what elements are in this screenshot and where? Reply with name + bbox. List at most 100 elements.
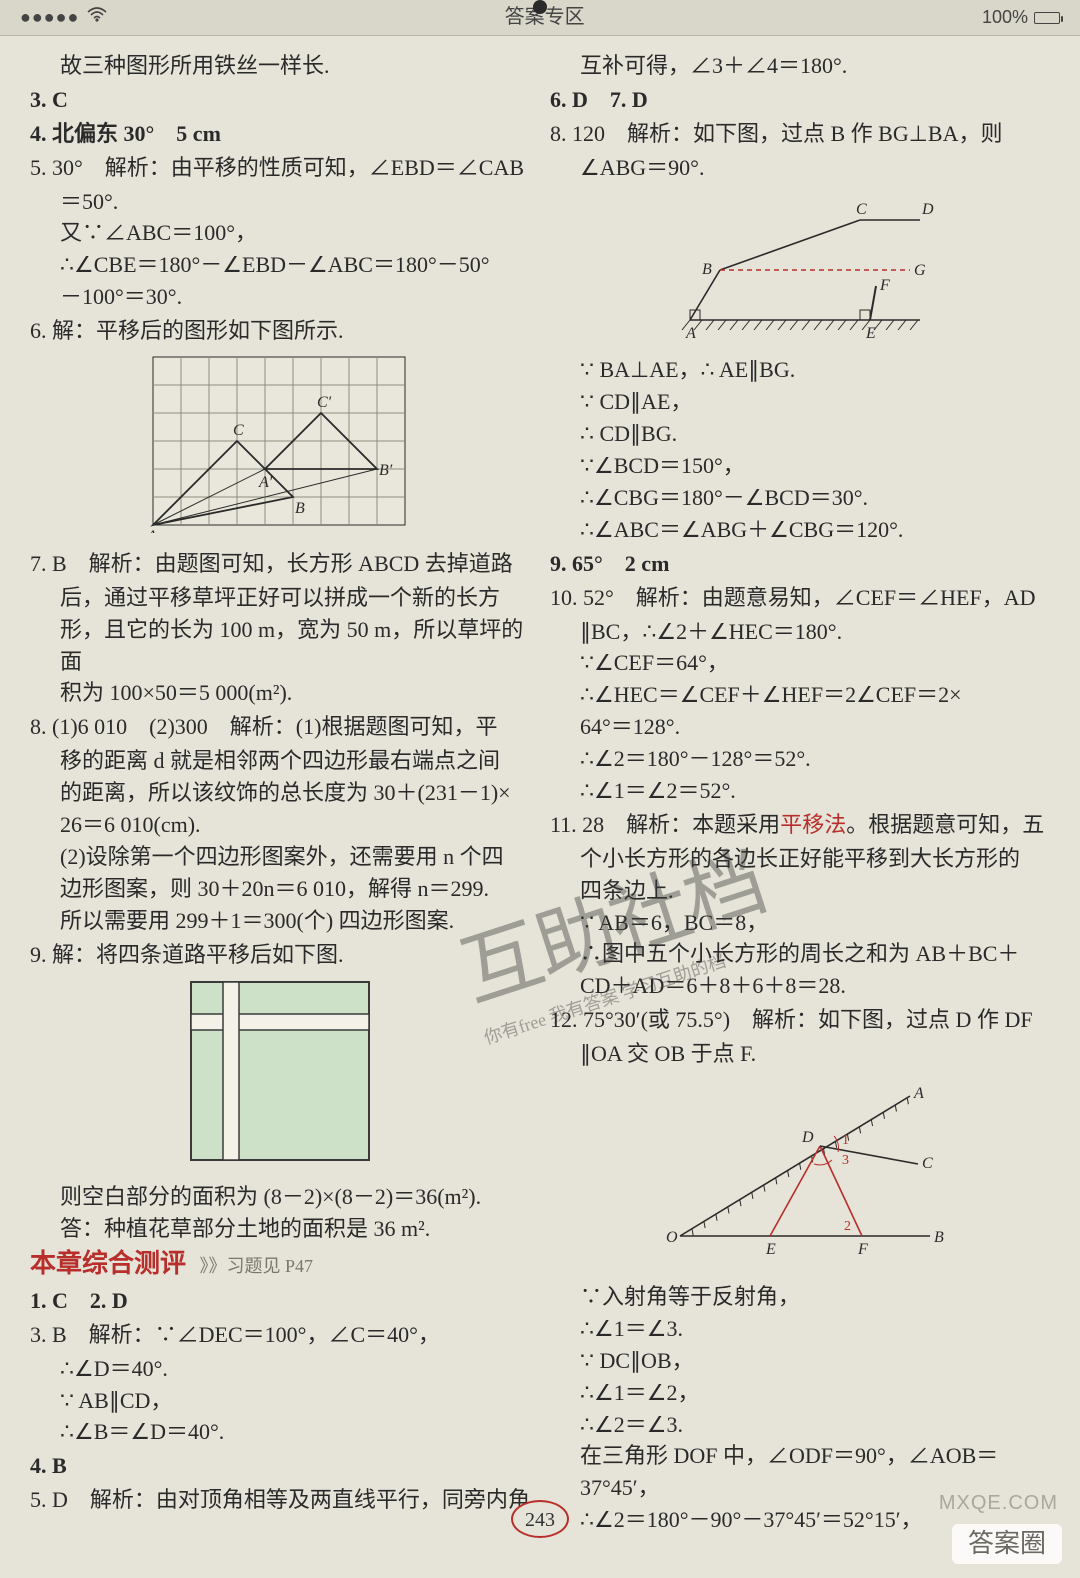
battery-percent: 100% xyxy=(982,4,1028,30)
svg-text:B: B xyxy=(702,261,712,278)
l-q5a: 5. 30° 解析：由平移的性质可知，∠EBD＝∠CAB xyxy=(30,152,530,184)
l-q8e: (2)设除第一个四边形图案外，还需要用 n 个四 xyxy=(30,841,530,873)
figure-8: A E B G C D F xyxy=(550,190,1050,349)
svg-text:C: C xyxy=(233,422,244,439)
l-q5d: ∴∠CBE＝180°－∠EBD－∠ABC＝180°－50° xyxy=(30,249,530,281)
r-8b: ∠ABG＝90°. xyxy=(550,152,1050,184)
svg-text:D: D xyxy=(921,201,934,218)
badge-watermark: 答案圈 xyxy=(952,1524,1062,1564)
right-column: 互补可得，∠3＋∠4＝180°. 6. D 7. D 8. 120 解析：如下图… xyxy=(550,50,1050,1536)
r-8c: ∵ BA⊥AE，∴ AE∥BG. xyxy=(550,354,1050,386)
page-number: 243 xyxy=(0,1500,1080,1538)
section-subtitle: 》》习题见 P47 xyxy=(200,1256,314,1276)
figure-12: 132OBADCEF xyxy=(550,1076,1050,1275)
svg-text:C′: C′ xyxy=(317,394,332,411)
figure-9 xyxy=(30,976,530,1175)
l-q9b: 则空白部分的面积为 (8－2)×(8－2)＝36(m²). xyxy=(30,1181,530,1213)
svg-text:A: A xyxy=(685,325,696,340)
svg-text:F: F xyxy=(879,277,890,294)
r-10c: ∵∠CEF＝64°， xyxy=(550,647,1050,679)
wifi-icon xyxy=(87,3,107,32)
l-q7c: 形，且它的长为 100 m，宽为 50 m，所以草坪的面 xyxy=(30,614,530,678)
r-11c: 四条边上. xyxy=(550,875,1050,907)
l-q9a: 9. 解：将四条道路平移后如下图. xyxy=(30,939,530,971)
r-10b: ∥BC，∴∠2＋∠HEC＝180°. xyxy=(550,616,1050,648)
l-q5c: 又∵∠ABC＝100°， xyxy=(30,217,530,249)
l-q8f: 边形图案，则 30＋20n＝6 010，解得 n＝299. xyxy=(30,873,530,905)
section-title: 本章综合测评 xyxy=(30,1249,186,1278)
l-q9c: 答：种植花草部分土地的面积是 36 m². xyxy=(30,1213,530,1245)
l-c3b: ∴∠D＝40°. xyxy=(30,1353,530,1385)
page-body: 故三种图形所用铁丝一样长. 3. C 4. 北偏东 30° 5 cm 5. 30… xyxy=(0,36,1080,1546)
r-5b: 互补可得，∠3＋∠4＝180°. xyxy=(550,50,1050,82)
r-10g: ∴∠1＝∠2＝52°. xyxy=(550,775,1050,807)
l-q5e: －100°＝30°. xyxy=(30,281,530,313)
battery-icon xyxy=(1034,12,1060,24)
highlight-term: 平移法 xyxy=(780,812,846,837)
r-9: 9. 65° 2 cm xyxy=(550,548,1050,580)
r-11f: CD＋AD＝6＋8＋6＋8＝28. xyxy=(550,970,1050,1002)
l-q8d: 26＝6 010(cm). xyxy=(30,809,530,841)
r-8f: ∵∠BCD＝150°， xyxy=(550,450,1050,482)
l-c4: 4. B xyxy=(30,1450,530,1482)
r-11d: ∵ AB＝6，BC＝8， xyxy=(550,907,1050,939)
figure-6: A B C A′ B′ C′ xyxy=(30,353,530,542)
svg-text:O: O xyxy=(666,1229,678,1246)
r-10a: 10. 52° 解析：由题意易知，∠CEF＝∠HEF，AD xyxy=(550,582,1050,614)
r-8g: ∴∠CBG＝180°－∠BCD＝30°. xyxy=(550,482,1050,514)
l-q4: 4. 北偏东 30° 5 cm xyxy=(30,118,530,150)
l-q8a: 8. (1)6 010 (2)300 解析：(1)根据题图可知，平 xyxy=(30,711,530,743)
l-c1: 1. C 2. D xyxy=(30,1285,530,1317)
l-pretext: 故三种图形所用铁丝一样长. xyxy=(30,50,530,82)
svg-text:C: C xyxy=(856,201,867,218)
r-8h: ∴∠ABC＝∠ABG＋∠CBG＝120°. xyxy=(550,514,1050,546)
l-c3d: ∴∠B＝∠D＝40°. xyxy=(30,1416,530,1448)
svg-text:G: G xyxy=(914,262,926,279)
r-11e: ∴图中五个小长方形的周长之和为 AB＋BC＋ xyxy=(550,938,1050,970)
left-column: 故三种图形所用铁丝一样长. 3. C 4. 北偏东 30° 5 cm 5. 30… xyxy=(30,50,530,1536)
svg-text:A: A xyxy=(913,1085,924,1102)
svg-text:2: 2 xyxy=(844,1219,851,1234)
r-12g: ∴∠2＝∠3. xyxy=(550,1409,1050,1441)
svg-text:1: 1 xyxy=(842,1133,849,1148)
l-q8c: 的距离，所以该纹饰的总长度为 30＋(231－1)× xyxy=(30,777,530,809)
r-12e: ∵ DC∥OB， xyxy=(550,1345,1050,1377)
svg-text:A′: A′ xyxy=(258,474,273,491)
signal-dots: ●●●●● xyxy=(20,4,79,30)
r-10e: 64°＝128°. xyxy=(550,711,1050,743)
r-12c: ∵入射角等于反射角， xyxy=(550,1281,1050,1313)
l-q7b: 后，通过平移草坪正好可以拼成一个新的长方 xyxy=(30,582,530,614)
l-q5b: ＝50°. xyxy=(30,186,530,218)
svg-text:B: B xyxy=(934,1229,944,1246)
svg-text:E: E xyxy=(865,325,876,340)
r-11a: 11. 28 解析：本题采用平移法。根据题意可知，五 xyxy=(550,809,1050,841)
svg-text:E: E xyxy=(765,1241,776,1258)
r-8e: ∴ CD∥BG. xyxy=(550,418,1050,450)
r-8a: 8. 120 解析：如下图，过点 B 作 BG⊥BA，则 xyxy=(550,118,1050,150)
l-q3: 3. C xyxy=(30,84,530,116)
l-c3a: 3. B 解析：∵∠DEC＝100°，∠C＝40°， xyxy=(30,1319,530,1351)
l-q7d: 积为 100×50＝5 000(m²). xyxy=(30,677,530,709)
r-10d: ∴∠HEC＝∠CEF＋∠HEF＝2∠CEF＝2× xyxy=(550,679,1050,711)
r-11b: 个小长方形的各边长正好能平移到大长方形的 xyxy=(550,843,1050,875)
svg-text:3: 3 xyxy=(842,1153,849,1168)
r-10f: ∴∠2＝180°－128°＝52°. xyxy=(550,743,1050,775)
r-6: 6. D 7. D xyxy=(550,84,1050,116)
svg-text:C: C xyxy=(922,1155,933,1172)
svg-text:F: F xyxy=(857,1241,868,1258)
r-8d: ∵ CD∥AE， xyxy=(550,386,1050,418)
svg-text:B: B xyxy=(295,500,305,517)
r-12a: 12. 75°30′(或 75.5°) 解析：如下图，过点 D 作 DF xyxy=(550,1004,1050,1036)
l-q8b: 移的距离 d 就是相邻两个四边形最右端点之间 xyxy=(30,745,530,777)
svg-text:B′: B′ xyxy=(379,462,393,479)
r-12b: ∥OA 交 OB 于点 F. xyxy=(550,1038,1050,1070)
site-watermark: MXQE.COM xyxy=(939,1489,1058,1518)
l-q7a: 7. B 解析：由题图可知，长方形 ABCD 去掉道路 xyxy=(30,548,530,580)
svg-text:A: A xyxy=(146,528,157,533)
l-q8g: 所以需要用 299＋1＝300(个) 四边形图案. xyxy=(30,905,530,937)
camera-notch xyxy=(533,0,547,14)
r-12d: ∴∠1＝∠3. xyxy=(550,1313,1050,1345)
r-12f: ∴∠1＝∠2， xyxy=(550,1377,1050,1409)
l-c3c: ∵ AB∥CD， xyxy=(30,1385,530,1417)
l-q6: 6. 解：平移后的图形如下图所示. xyxy=(30,315,530,347)
